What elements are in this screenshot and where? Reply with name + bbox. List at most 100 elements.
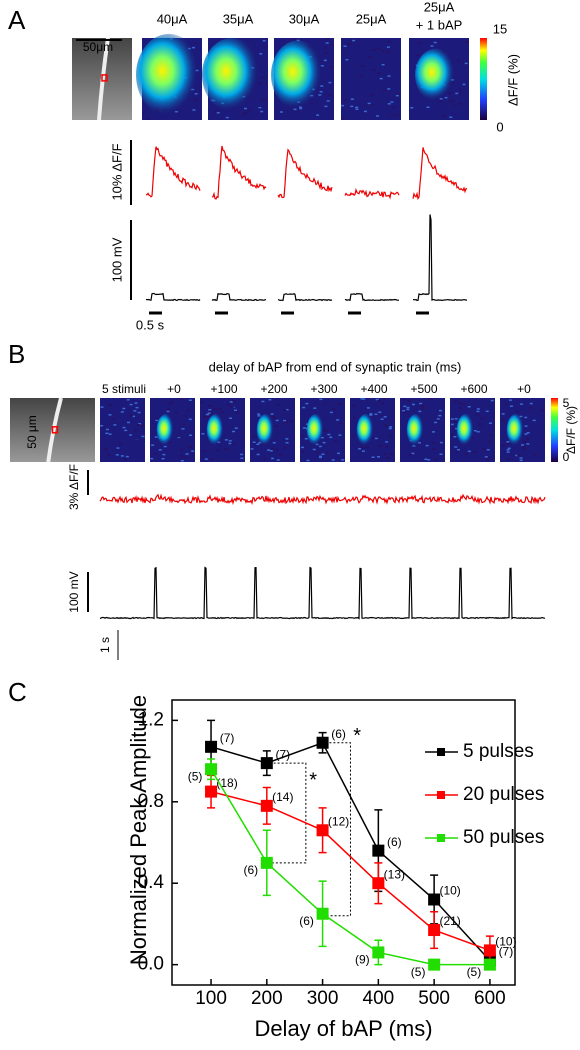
noise	[284, 421, 288, 424]
noise	[330, 44, 334, 46]
noise	[244, 107, 248, 110]
noise	[266, 449, 270, 451]
noise	[322, 441, 326, 444]
noise	[403, 411, 407, 413]
legend-marker	[437, 791, 445, 799]
noise	[327, 433, 331, 436]
noise	[324, 47, 328, 49]
noise	[378, 445, 382, 448]
noise	[406, 406, 410, 409]
noise	[473, 451, 477, 454]
marker	[260, 799, 273, 812]
noise	[350, 105, 354, 108]
noise	[519, 403, 523, 405]
noise	[332, 408, 336, 410]
noise	[261, 400, 265, 403]
noise	[371, 456, 375, 458]
noise	[162, 453, 166, 456]
noise	[123, 458, 127, 461]
marker	[205, 785, 218, 798]
noise	[455, 92, 459, 95]
trace	[277, 148, 333, 199]
noise	[180, 448, 184, 451]
noise	[163, 445, 167, 448]
voltage-scale-label: 100 mV	[67, 571, 81, 612]
noise	[375, 115, 379, 117]
noise	[378, 411, 382, 413]
noise	[216, 112, 220, 114]
noise	[336, 419, 340, 421]
noise	[424, 458, 428, 461]
noise	[240, 453, 244, 456]
noise	[449, 99, 453, 102]
noise	[387, 75, 391, 77]
noise	[132, 415, 136, 418]
noise	[421, 407, 425, 410]
noise	[462, 403, 466, 405]
noise	[247, 109, 251, 111]
noise	[272, 442, 276, 444]
noise	[151, 444, 155, 446]
noise	[341, 117, 345, 119]
noise	[372, 68, 376, 71]
x-axis-label: Delay of bAP (ms)	[254, 1016, 432, 1041]
noise	[276, 459, 280, 461]
noise	[205, 413, 209, 416]
noise	[418, 410, 422, 413]
noise	[458, 407, 462, 409]
noise	[436, 418, 440, 420]
noise	[410, 107, 414, 109]
noise	[138, 423, 142, 425]
noise	[166, 410, 170, 413]
noise	[224, 439, 228, 441]
noise	[113, 424, 117, 426]
panel-label: C	[8, 677, 27, 707]
noise	[475, 413, 479, 416]
noise	[312, 448, 316, 451]
noise	[283, 419, 287, 422]
noise	[285, 408, 289, 411]
condition-label: +100	[210, 382, 237, 396]
noise	[257, 413, 261, 415]
noise	[115, 454, 119, 456]
noise	[486, 449, 490, 451]
noise	[432, 448, 436, 450]
n-label: (5)	[467, 965, 482, 979]
n-label: (7)	[275, 747, 290, 761]
noise	[227, 403, 231, 406]
noise	[203, 416, 207, 418]
noise	[506, 443, 510, 445]
condition-label: 25μA	[424, 0, 455, 14]
noise	[355, 108, 359, 111]
noise	[385, 441, 389, 443]
noise	[116, 447, 120, 449]
noise	[395, 94, 399, 97]
noise	[389, 426, 393, 428]
noise	[516, 410, 520, 413]
condition-label: +200	[260, 382, 287, 396]
marker	[372, 844, 385, 857]
noise	[216, 449, 220, 452]
noise	[411, 403, 415, 406]
noise	[208, 409, 212, 411]
noise	[328, 81, 332, 84]
noise	[183, 456, 187, 459]
noise	[306, 459, 310, 462]
noise	[377, 456, 381, 458]
noise	[377, 399, 381, 402]
legend-label: 50 pulses	[463, 827, 544, 848]
noise	[476, 410, 480, 413]
noise	[439, 100, 443, 102]
condition-label: 30μA	[289, 11, 320, 26]
noise	[300, 446, 304, 449]
noise	[214, 111, 218, 114]
colorbar-tick: 15	[493, 21, 507, 36]
noise	[250, 448, 254, 450]
noise	[506, 451, 510, 453]
noise	[374, 437, 378, 440]
noise	[208, 404, 212, 407]
panel-title: delay of bAP from end of synaptic train …	[209, 359, 462, 374]
noise	[345, 58, 349, 61]
noise	[324, 430, 328, 432]
noise	[379, 77, 383, 80]
